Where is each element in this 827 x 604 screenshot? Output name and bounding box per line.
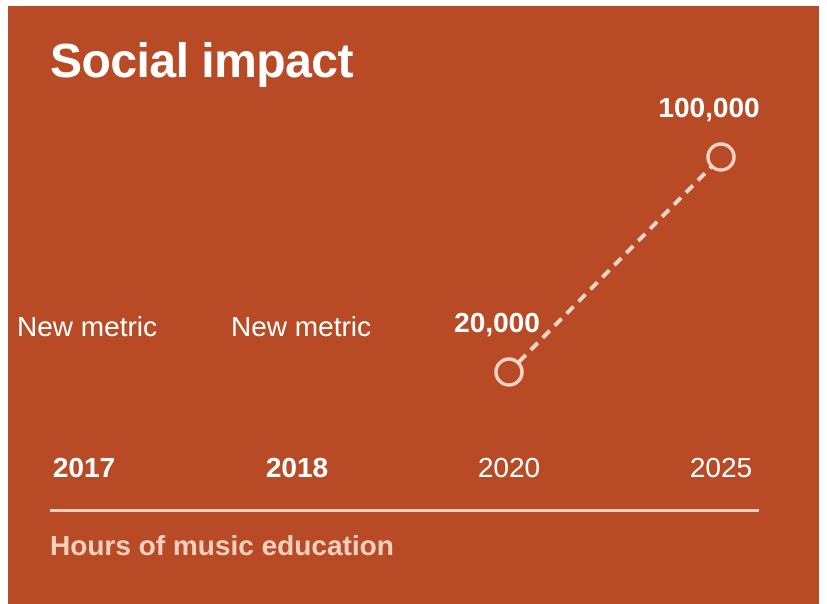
x-tick-2018: 2018 [265,452,329,483]
placeholder-label-2017: New metric [17,311,158,342]
data-point-2025 [706,142,736,172]
data-label-2025: 100,000 [658,92,759,123]
axis-rule [50,509,759,512]
data-point-2020 [494,357,524,387]
chart-panel: Social impact New metric New metric 20,0… [8,6,819,604]
chart-caption: Hours of music education [50,530,394,561]
chart-plot: 20,000 100,000 [454,92,760,387]
x-tick-2017: 2017 [52,452,116,483]
data-label-2020: 20,000 [454,307,540,338]
x-tick-2020: 2020 [477,452,541,483]
x-tick-2025: 2025 [689,452,753,483]
chart-title: Social impact [50,35,353,88]
placeholder-label-2018: New metric [231,311,372,342]
series-line-segment [517,165,713,364]
